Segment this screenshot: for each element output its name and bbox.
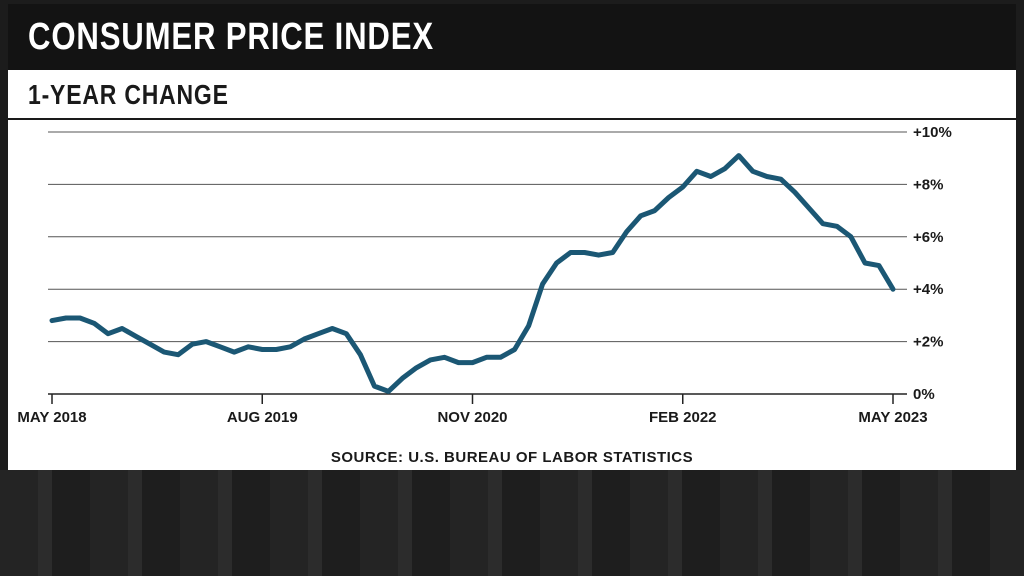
y-tick-label: 0% bbox=[913, 386, 935, 403]
x-tick-label: MAY 2023 bbox=[858, 409, 927, 426]
y-tick-label: +6% bbox=[913, 229, 943, 246]
x-axis-labels: MAY 2018 AUG 2019 NOV 2020 FEB 2022 MAY 2023 bbox=[17, 409, 927, 426]
source-note: SOURCE: U.S. BUREAU OF LABOR STATISTICS bbox=[330, 449, 694, 466]
chart-card: CONSUMER PRICE INDEX 1-YEAR CHANGE 0% +2%… bbox=[8, 4, 1016, 470]
chart-subtitle: 1-YEAR CHANGE bbox=[28, 79, 229, 110]
y-axis-labels: 0% +2% +4% +6% +8% +10% bbox=[913, 124, 952, 403]
y-tick-label: +10% bbox=[913, 124, 952, 141]
title-bar: CONSUMER PRICE INDEX bbox=[8, 4, 1016, 70]
chart-title: CONSUMER PRICE INDEX bbox=[28, 16, 434, 58]
series-layer bbox=[49, 153, 896, 394]
y-tick-label: +4% bbox=[913, 281, 943, 298]
background-stripes bbox=[0, 470, 1024, 576]
x-tick-label: MAY 2018 bbox=[17, 409, 86, 426]
x-tick-label: FEB 2022 bbox=[649, 409, 717, 426]
x-tick-label: NOV 2020 bbox=[437, 409, 507, 426]
x-tick-label: AUG 2019 bbox=[227, 409, 298, 426]
x-axis-ticks bbox=[51, 394, 894, 404]
grid-lines bbox=[48, 131, 907, 395]
line-chart: 0% +2% +4% +6% +8% +10% MAY 2018 AUG 2019 NOV 2… bbox=[17, 124, 952, 426]
subtitle-bar: 1-YEAR CHANGE bbox=[8, 70, 1016, 120]
y-tick-label: +2% bbox=[913, 334, 943, 351]
y-tick-label: +8% bbox=[913, 176, 943, 193]
series-line bbox=[49, 153, 896, 394]
